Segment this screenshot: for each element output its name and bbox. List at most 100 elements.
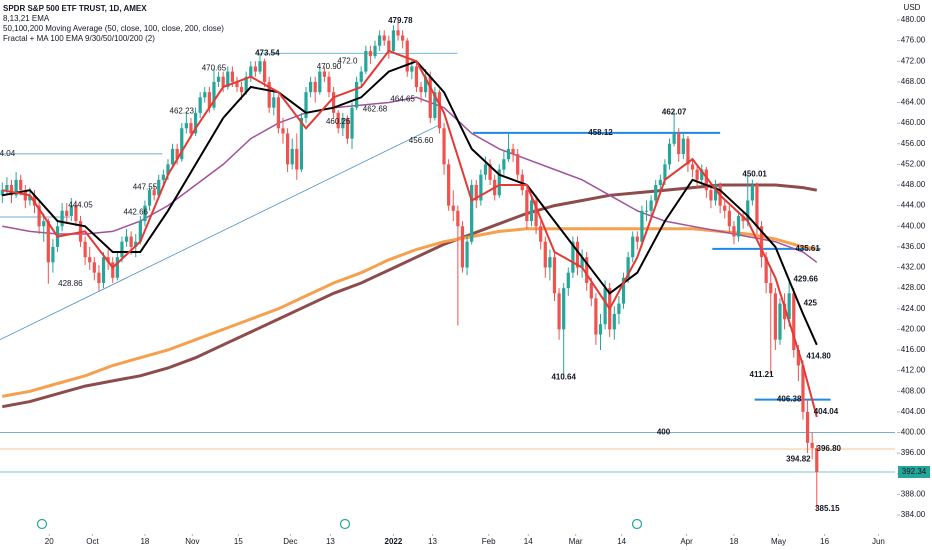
price-tag xyxy=(898,465,930,478)
moving-average xyxy=(2,49,818,418)
annotation: 450.01 xyxy=(742,170,767,179)
annotation: 435.61 xyxy=(795,244,820,253)
candle-body xyxy=(295,148,299,170)
y-tick-label: 440.00 xyxy=(901,221,926,230)
candle-body xyxy=(792,293,796,350)
candle-body xyxy=(479,174,483,201)
annotation: 470.65 xyxy=(202,63,227,72)
annotation: 4.04 xyxy=(0,149,16,158)
candle-body xyxy=(534,200,538,227)
chart-title: SPDR S&P 500 ETF TRUST, 1D, AMEX xyxy=(3,4,147,13)
candle-body xyxy=(667,143,672,165)
candle-body xyxy=(290,148,294,165)
candle-body xyxy=(575,241,580,268)
annotation: 404.04 xyxy=(814,407,839,416)
annotation: 428.86 xyxy=(58,279,83,288)
candle-body xyxy=(746,200,750,222)
candle-body xyxy=(598,324,603,335)
candle-body xyxy=(483,164,488,175)
candle-body xyxy=(654,185,658,201)
candle-body xyxy=(677,133,681,155)
candle-body xyxy=(759,226,764,258)
candle-body xyxy=(391,30,396,51)
candle-body xyxy=(262,61,267,82)
y-tick-label: 436.00 xyxy=(901,242,926,251)
candle-body xyxy=(442,128,446,165)
annotation: 406.38 xyxy=(777,395,802,404)
y-tick-label: 428.00 xyxy=(901,283,926,292)
dividend-icon[interactable] xyxy=(631,518,643,530)
candle-body xyxy=(184,123,188,129)
candle-body xyxy=(350,107,354,139)
y-tick-label: 420.00 xyxy=(901,324,926,333)
candle-body xyxy=(198,97,202,113)
annotation: 414.80 xyxy=(806,351,831,360)
dividend-icon[interactable] xyxy=(339,518,351,530)
candle-body xyxy=(456,210,460,227)
candle-body xyxy=(585,257,589,283)
x-tick-label: 18 xyxy=(140,537,149,546)
candle-body xyxy=(216,76,221,82)
candle-body xyxy=(741,215,745,222)
annotation: 447.55 xyxy=(133,182,158,191)
x-tick-label: Apr xyxy=(680,537,693,546)
candle-body xyxy=(170,148,175,165)
price-tag-label: 392.34 xyxy=(902,467,927,476)
y-tick-label: 448.00 xyxy=(901,180,926,189)
candle-body xyxy=(221,76,225,88)
unit-label: USD xyxy=(904,3,921,12)
candle-body xyxy=(419,87,423,93)
candle-body xyxy=(396,30,400,36)
candle-body xyxy=(557,293,561,330)
annotation: 460.26 xyxy=(326,117,351,126)
y-tick-label: 476.00 xyxy=(901,36,926,45)
candle-body xyxy=(690,164,695,170)
y-tick-label: 404.00 xyxy=(901,407,926,416)
candle-body xyxy=(539,226,543,242)
candle-body xyxy=(704,169,708,191)
y-tick-label: 388.00 xyxy=(901,489,926,498)
annotation: 385.15 xyxy=(815,504,840,513)
candle-body xyxy=(672,133,676,144)
y-tick-label: 480.00 xyxy=(901,15,926,24)
y-tick-label: 416.00 xyxy=(901,345,926,354)
candle-body xyxy=(815,447,819,472)
candle-body xyxy=(60,210,64,227)
candle-body xyxy=(138,221,142,242)
candle-body xyxy=(124,236,129,242)
candle-body xyxy=(603,288,607,325)
annotation: 394.82 xyxy=(786,454,811,463)
x-tick-label: 16 xyxy=(820,537,829,546)
x-tick-label: 15 xyxy=(234,537,243,546)
indicator-label: 8,13,21 EMA xyxy=(3,14,50,23)
candle-body xyxy=(226,71,230,88)
candle-body xyxy=(801,365,805,412)
annotation: 396.80 xyxy=(817,444,842,453)
annotation: 444.05 xyxy=(68,200,93,209)
candle-body xyxy=(805,411,810,443)
candle-body xyxy=(308,81,313,93)
x-tick-label: 14 xyxy=(524,537,533,546)
candle-body xyxy=(239,87,244,93)
candle-body xyxy=(552,257,557,294)
candle-body xyxy=(437,92,442,129)
candle-body xyxy=(562,288,566,330)
candle-body xyxy=(244,76,248,93)
candle-body xyxy=(207,92,211,108)
candle-body xyxy=(5,185,9,191)
candle-body xyxy=(525,190,529,222)
candle-body xyxy=(465,241,469,268)
candle-body xyxy=(359,71,363,82)
y-tick-label: 400.00 xyxy=(901,428,926,437)
dividend-icon[interactable] xyxy=(36,518,48,530)
annotation: 462.68 xyxy=(363,104,388,113)
candle-body xyxy=(778,303,782,340)
x-tick-label: 13 xyxy=(428,537,437,546)
candle-body xyxy=(203,92,207,98)
y-tick-label: 464.00 xyxy=(901,98,926,107)
candle-body xyxy=(134,241,138,247)
candle-body xyxy=(516,154,520,175)
candle-body xyxy=(193,112,198,134)
